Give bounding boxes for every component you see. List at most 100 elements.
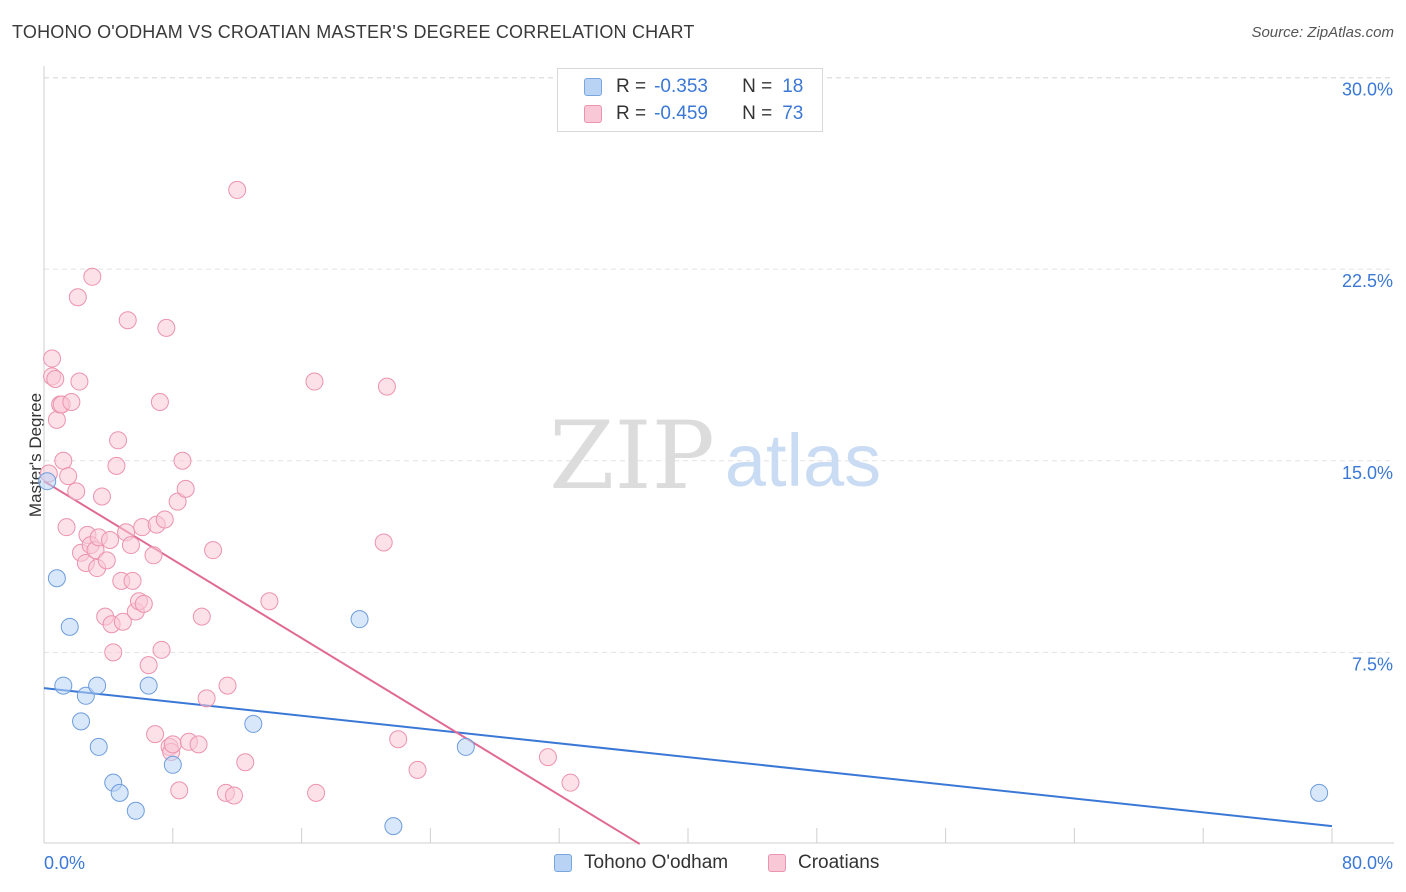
croatians-point <box>197 689 216 708</box>
tohono-trend-line <box>43 687 1333 828</box>
croatians-point <box>374 533 393 552</box>
croatians-point <box>104 643 123 662</box>
watermark-zip: ZIP <box>549 402 715 511</box>
tohono-point <box>47 569 66 588</box>
tohono-point <box>456 737 475 756</box>
croatians-point <box>260 592 279 611</box>
croatians-point <box>189 735 208 754</box>
croatians-point <box>173 451 192 470</box>
croatians-point <box>54 451 73 470</box>
legend-swatch-pink <box>768 854 786 872</box>
chart-title: TOHONO O'ODHAM VS CROATIAN MASTER'S DEGR… <box>12 22 695 42</box>
n-value: 73 <box>782 103 804 124</box>
stats-row-tohono: R = -0.353 N = 18 <box>558 74 803 100</box>
tohono-point <box>38 472 57 491</box>
n-value: 18 <box>782 76 804 97</box>
croatians-point <box>57 518 76 537</box>
croatians-point <box>305 372 324 391</box>
tohono-point <box>72 712 91 731</box>
croatians-point <box>236 753 255 772</box>
croatians-point <box>307 783 326 802</box>
tohono-point <box>350 610 369 629</box>
trend-lines <box>43 480 1333 845</box>
tohono-point <box>60 617 79 636</box>
croatians-point <box>68 288 87 307</box>
legend-swatch-blue <box>554 854 572 872</box>
y-tick-label: 30.0% <box>1342 80 1393 100</box>
axes <box>43 66 1394 844</box>
croatians-point <box>163 735 182 754</box>
croatians-point <box>47 410 66 429</box>
x-tick-label: 0.0% <box>44 853 85 873</box>
croatians-point <box>170 781 189 800</box>
r-label: R = <box>616 76 647 97</box>
y-tick-label: 22.5% <box>1342 271 1393 291</box>
croatians-point <box>43 349 62 368</box>
croatians-point <box>109 431 128 450</box>
croatians-point <box>155 510 174 529</box>
tohono-point <box>126 801 145 820</box>
tohono-point <box>89 737 108 756</box>
tohono-swatch <box>584 78 602 96</box>
tohono-point <box>88 676 107 695</box>
croatians-point <box>377 377 396 396</box>
croatians-point <box>101 530 120 549</box>
source-label: Source: ZipAtlas.com <box>1251 24 1394 41</box>
stats-row-croatians: R = -0.459 N = 73 <box>558 101 803 127</box>
croatians-point <box>228 180 247 199</box>
tick-labels: 7.5% 15.0% 22.5% 30.0% 0.0% 80.0% <box>44 80 1393 874</box>
croatians-point <box>538 748 557 767</box>
croatians-point <box>408 760 427 779</box>
legend-item-croatians[interactable]: Croatians <box>768 852 879 874</box>
croatians-point <box>97 551 116 570</box>
croatians-point <box>92 487 111 506</box>
stats-box: R = -0.353 N = 18 R = -0.459 N = 73 <box>557 68 823 132</box>
r-value: -0.459 <box>654 103 708 124</box>
tohono-point <box>54 676 73 695</box>
croatians-point <box>218 676 237 695</box>
croatians-point <box>118 311 137 330</box>
tohono-point <box>139 676 158 695</box>
legend-label-tohono: Tohono O'odham <box>584 852 729 873</box>
gridlines <box>44 77 1394 653</box>
croatians-trend-line <box>43 480 641 845</box>
croatians-point <box>224 786 243 805</box>
croatians-point <box>146 725 165 744</box>
n-label: N = <box>742 76 773 97</box>
tohono-point <box>1310 783 1329 802</box>
croatians-point <box>144 546 163 565</box>
data-points <box>38 180 1329 836</box>
croatians-point <box>107 456 126 475</box>
croatians-point <box>46 369 65 388</box>
y-tick-label: 15.0% <box>1342 463 1393 483</box>
croatians-point <box>168 492 187 511</box>
watermark: ZIP atlas <box>549 402 881 511</box>
legend-item-tohono[interactable]: Tohono O'odham <box>554 852 728 874</box>
croatians-point <box>176 479 195 498</box>
x-tick-label: 80.0% <box>1342 853 1393 873</box>
r-value: -0.353 <box>654 76 708 97</box>
croatians-point <box>389 730 408 749</box>
croatians-point <box>59 467 78 486</box>
croatians-point <box>150 392 169 411</box>
tohono-point <box>384 817 403 836</box>
n-label: N = <box>742 103 773 124</box>
croatians-point <box>67 482 86 501</box>
tohono-point <box>163 755 182 774</box>
croatians-point <box>192 607 211 626</box>
tohono-point <box>244 714 263 733</box>
tohono-point <box>110 783 129 802</box>
croatians-point <box>139 656 158 675</box>
croatians-swatch <box>584 105 602 123</box>
croatians-point <box>121 536 140 555</box>
croatians-point <box>204 541 223 560</box>
croatians-point <box>62 392 81 411</box>
croatians-point <box>123 571 142 590</box>
croatians-point <box>83 267 102 286</box>
croatians-point <box>561 773 580 792</box>
y-tick-label: 7.5% <box>1352 654 1393 674</box>
tohono-point <box>76 686 95 705</box>
croatians-point <box>70 372 89 391</box>
croatians-point <box>134 594 153 613</box>
